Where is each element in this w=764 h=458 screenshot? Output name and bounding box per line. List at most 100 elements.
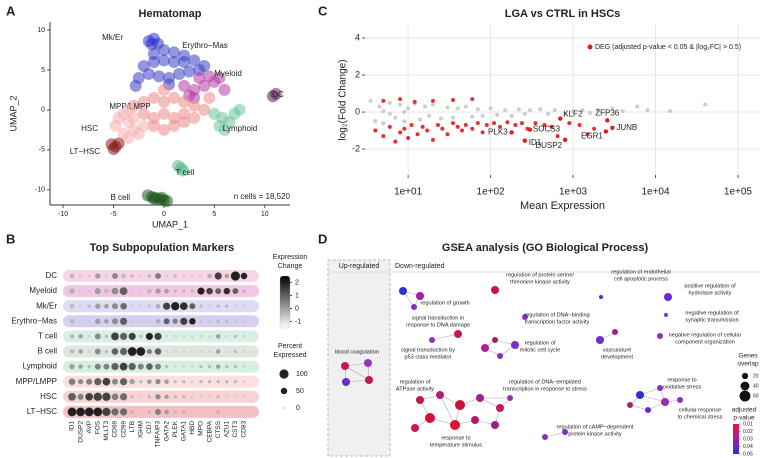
dot bbox=[225, 395, 228, 398]
term-label: regulation of endothelial bbox=[611, 269, 670, 275]
diagram-title: GSEA analysis (GO Biological Process) bbox=[442, 242, 649, 254]
gene-label: IGHM bbox=[138, 421, 145, 438]
point bbox=[178, 115, 191, 128]
point bbox=[402, 126, 407, 131]
point bbox=[577, 123, 582, 127]
point bbox=[122, 131, 135, 144]
point bbox=[620, 109, 625, 114]
legend-title: p-value bbox=[733, 415, 755, 422]
cluster-label: HSC bbox=[81, 124, 98, 133]
point bbox=[555, 134, 560, 139]
point bbox=[398, 102, 403, 107]
point bbox=[495, 112, 500, 117]
point bbox=[233, 103, 246, 116]
y-tick-label: -10 bbox=[35, 187, 45, 194]
node bbox=[612, 329, 618, 335]
row-label: Myeloid bbox=[29, 286, 57, 295]
y-tick-label: 0 bbox=[355, 106, 360, 116]
size-label: 20 bbox=[753, 373, 759, 379]
legend-title: overlap bbox=[737, 361, 759, 368]
dot bbox=[182, 335, 185, 338]
dot bbox=[119, 332, 128, 341]
point bbox=[137, 107, 150, 120]
dot bbox=[154, 332, 162, 341]
dot bbox=[165, 274, 168, 278]
gene-label: PLEK bbox=[172, 420, 179, 437]
dot bbox=[164, 409, 169, 415]
point bbox=[381, 109, 386, 114]
dot bbox=[146, 363, 153, 370]
point bbox=[368, 98, 373, 103]
node bbox=[429, 337, 435, 343]
dot bbox=[199, 304, 203, 308]
point bbox=[505, 120, 510, 125]
point bbox=[218, 83, 231, 96]
x-tick-label: 10 bbox=[261, 211, 269, 218]
dot bbox=[154, 363, 162, 370]
point bbox=[122, 103, 135, 116]
point bbox=[393, 115, 398, 120]
point bbox=[480, 130, 485, 135]
dot bbox=[182, 365, 185, 368]
point bbox=[450, 115, 455, 120]
color-tick-label: 0 bbox=[295, 305, 299, 312]
dot bbox=[173, 410, 177, 414]
dot bbox=[199, 320, 203, 323]
point bbox=[213, 119, 226, 132]
gene-label: FOS bbox=[95, 420, 102, 434]
point bbox=[610, 106, 615, 111]
node bbox=[342, 378, 350, 386]
dot bbox=[119, 362, 128, 371]
point bbox=[178, 95, 191, 108]
row-label: HSC bbox=[40, 392, 57, 401]
dot bbox=[208, 365, 212, 369]
point bbox=[381, 134, 386, 139]
dot bbox=[154, 348, 162, 355]
gene-point bbox=[522, 138, 528, 143]
cluster-label: T cell bbox=[176, 168, 195, 177]
dot bbox=[120, 302, 127, 310]
dot bbox=[199, 380, 203, 384]
chart-title: Top Subpopulation Markers bbox=[90, 242, 235, 254]
point bbox=[668, 109, 673, 114]
size-key bbox=[739, 390, 751, 402]
dot bbox=[119, 378, 128, 386]
node bbox=[657, 333, 663, 339]
dot bbox=[146, 348, 153, 355]
dot bbox=[207, 273, 212, 279]
point bbox=[513, 123, 518, 127]
color-tick-label: 0.05 bbox=[743, 451, 753, 457]
dot bbox=[139, 305, 142, 308]
cluster-label: Myeloid bbox=[214, 69, 242, 78]
dot bbox=[179, 302, 188, 311]
dot bbox=[242, 350, 246, 353]
dot bbox=[208, 350, 211, 353]
dot bbox=[215, 288, 222, 295]
dot bbox=[104, 304, 109, 309]
point bbox=[402, 110, 407, 115]
dot bbox=[242, 380, 246, 383]
dot bbox=[191, 274, 194, 278]
dot bbox=[69, 288, 75, 294]
dot bbox=[94, 378, 102, 386]
term-label: cellular response bbox=[679, 407, 721, 413]
size-label: 40 bbox=[753, 383, 759, 389]
y-tick-label: 5 bbox=[41, 67, 45, 74]
y-axis-label: log₂(Fold Change) bbox=[338, 59, 349, 140]
point bbox=[147, 91, 160, 104]
dot bbox=[234, 305, 237, 308]
dot bbox=[130, 395, 134, 399]
dot bbox=[139, 320, 142, 323]
dot bbox=[139, 289, 142, 293]
dot bbox=[130, 410, 134, 414]
term-label: blood coagulation bbox=[335, 349, 379, 355]
edge bbox=[344, 365, 370, 381]
dot bbox=[111, 303, 119, 310]
point bbox=[450, 121, 455, 126]
term-label: negative regulation of bbox=[685, 310, 739, 316]
gene-point bbox=[558, 116, 563, 121]
panel-letter: C bbox=[318, 3, 328, 18]
y-tick-label: 2 bbox=[355, 69, 360, 79]
size-label: 0 bbox=[296, 405, 300, 412]
point bbox=[157, 95, 170, 108]
